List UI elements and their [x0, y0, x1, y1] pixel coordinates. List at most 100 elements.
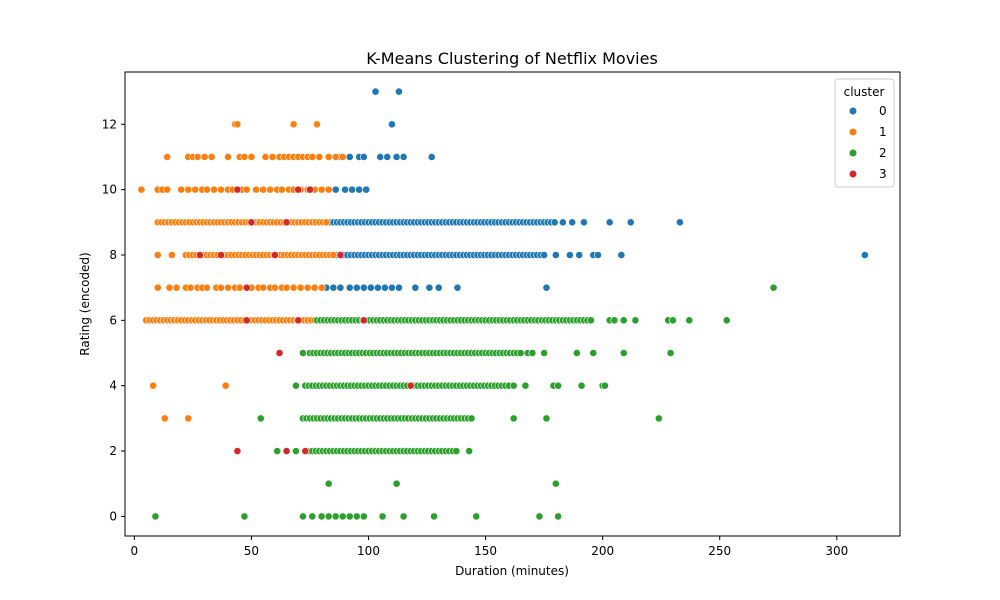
data-point	[315, 153, 324, 161]
plot-frame	[124, 71, 901, 537]
data-point	[395, 87, 403, 96]
data-point	[151, 512, 160, 521]
data-point	[247, 218, 256, 227]
legend-entries: 0 1 2 3	[848, 104, 887, 181]
data-point	[193, 153, 202, 161]
data-point	[329, 251, 338, 259]
data-point	[292, 381, 300, 390]
data-point	[668, 316, 677, 325]
data-point	[282, 218, 291, 227]
data-point	[509, 414, 518, 423]
data-point	[631, 316, 640, 325]
data-point	[601, 381, 609, 390]
data-point	[203, 185, 211, 194]
data-point	[217, 251, 225, 259]
data-point	[542, 283, 551, 292]
y-tick-label: 4	[109, 379, 117, 393]
data-point	[210, 185, 218, 194]
data-point	[467, 414, 476, 423]
data-point	[242, 185, 251, 194]
data-point	[299, 349, 307, 357]
data-point	[452, 447, 461, 455]
data-point	[165, 283, 174, 292]
data-point	[392, 153, 401, 161]
data-point	[388, 283, 396, 292]
legend-marker	[848, 106, 858, 116]
data-point	[378, 512, 387, 521]
data-point	[242, 316, 251, 325]
y-tick-label: 8	[109, 248, 117, 262]
data-point	[275, 349, 284, 357]
data-point	[282, 447, 291, 455]
data-point	[430, 512, 438, 521]
data-point	[235, 283, 244, 292]
data-point	[509, 381, 518, 390]
data-point	[217, 283, 225, 292]
data-point	[294, 185, 303, 194]
data-point	[270, 283, 279, 292]
data-point	[331, 185, 340, 194]
data-point	[329, 283, 338, 292]
data-point	[240, 153, 249, 161]
data-point	[289, 283, 298, 292]
data-point	[359, 512, 368, 521]
data-point	[345, 283, 354, 292]
data-point	[313, 120, 321, 129]
data-point	[259, 185, 268, 194]
data-point	[207, 153, 216, 161]
x-tick-label: 0	[131, 544, 139, 558]
legend-marker	[848, 127, 858, 137]
data-point	[292, 447, 300, 455]
data-point	[565, 251, 574, 259]
data-point	[666, 349, 675, 357]
y-axis: 0 2 4 6 8 10 12	[102, 117, 125, 523]
data-point	[685, 316, 694, 325]
data-point	[355, 185, 364, 194]
data-point	[453, 283, 462, 292]
data-point	[366, 283, 375, 292]
chart-title: K-Means Clustering of Netflix Movies	[366, 49, 658, 68]
data-point	[395, 283, 403, 292]
data-point	[261, 153, 270, 161]
series-3	[196, 185, 415, 455]
data-point	[550, 218, 559, 227]
x-tick-label: 50	[244, 544, 259, 558]
data-point	[273, 447, 282, 455]
data-point	[336, 283, 345, 292]
data-point	[535, 512, 544, 521]
data-point	[568, 218, 577, 227]
data-point	[270, 251, 279, 259]
data-point	[345, 153, 354, 161]
data-point	[399, 153, 408, 161]
data-point	[306, 185, 314, 194]
data-point	[308, 512, 317, 521]
data-point	[619, 349, 628, 357]
data-point	[860, 251, 869, 259]
data-point	[406, 381, 415, 390]
data-point	[242, 283, 251, 292]
legend-label: 0	[879, 104, 887, 118]
data-point	[362, 185, 371, 194]
data-point	[224, 283, 232, 292]
data-point	[580, 218, 588, 227]
series-1	[137, 120, 347, 423]
y-axis-title: Rating (encoded)	[78, 252, 92, 355]
data-point	[676, 218, 684, 227]
data-point	[399, 512, 408, 521]
data-point	[411, 283, 420, 292]
data-point	[605, 218, 614, 227]
data-point	[558, 218, 567, 227]
data-point	[371, 87, 380, 96]
series-0	[322, 87, 869, 292]
data-point	[196, 251, 204, 259]
points-layer	[137, 87, 869, 521]
data-point	[551, 251, 560, 259]
legend: cluster 0 1 2 3	[834, 78, 895, 188]
x-tick-label: 300	[825, 544, 848, 558]
data-point	[268, 153, 277, 161]
data-point	[282, 283, 291, 292]
legend-label: 1	[879, 125, 887, 139]
y-tick-label: 6	[109, 313, 117, 327]
